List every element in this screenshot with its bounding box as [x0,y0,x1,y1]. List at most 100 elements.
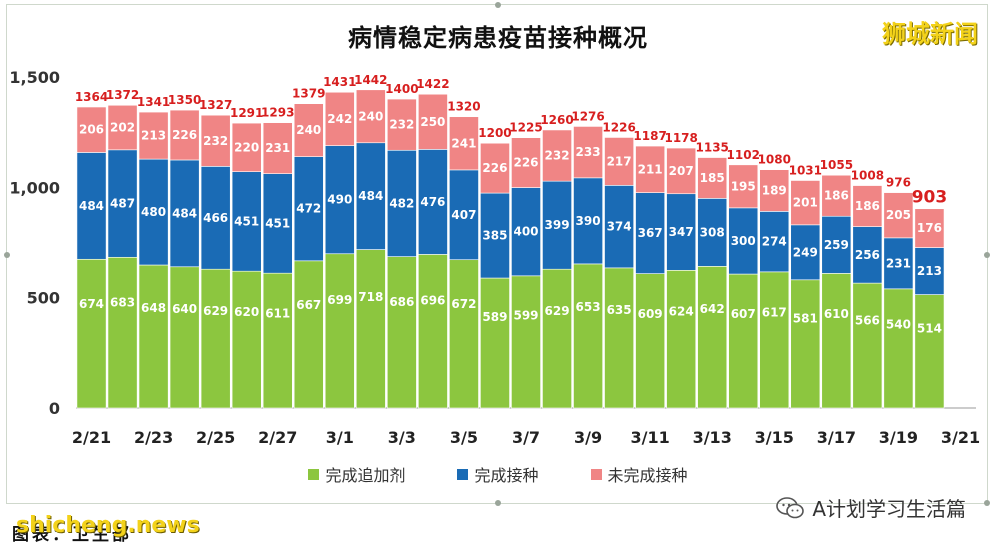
x-tick-label: 3/19 [879,428,918,447]
bar-segment [138,158,169,266]
total-label: 1422 [416,77,449,91]
data-label: 581 [793,311,818,325]
bar-segment [480,192,510,279]
data-label: 202 [110,121,135,135]
footer-wechat: A计划学习生活篇 [776,493,966,522]
data-label: 629 [203,304,228,318]
bar-segment [821,273,852,409]
resize-handle-left[interactable] [4,252,10,258]
data-label: 487 [110,197,135,211]
bar-segment [883,192,914,239]
data-label: 232 [203,134,228,148]
data-label: 484 [172,206,197,220]
data-label: 451 [265,216,290,230]
data-label: 367 [638,226,663,240]
data-label: 211 [638,162,663,176]
bar-segment [604,267,634,409]
total-label: 1379 [292,87,325,101]
total-label: 1031 [789,163,822,177]
bar-segment [635,273,666,409]
bar-segment [728,207,759,275]
data-label: 308 [700,225,725,239]
data-label: 347 [669,225,694,239]
y-tick-label: 500 [27,289,60,308]
resize-handle-bottom[interactable] [495,500,501,506]
legend-item-unvaccinated: 未完成接种 [590,462,688,486]
bar-segment [355,89,386,144]
x-tick-label: 2/27 [258,428,297,447]
data-label: 226 [172,128,197,142]
data-label: 610 [824,307,849,321]
bar-segment [418,254,448,409]
data-label: 256 [855,248,880,262]
x-tick-label: 3/5 [450,428,478,447]
bar-segment [604,137,634,186]
data-label: 611 [265,307,290,321]
bar-segment [542,268,572,409]
bar-segment [324,253,355,409]
x-tick-label: 3/13 [693,428,732,447]
bar-segment [666,193,697,271]
data-label: 642 [700,302,725,316]
bar-segment [697,198,728,267]
x-tick-label: 3/11 [631,428,670,447]
data-label: 213 [141,129,166,143]
bar-segment [449,116,479,171]
data-label: 195 [731,179,756,193]
bar-segment [449,259,479,409]
bar-segment [324,145,355,255]
data-label: 620 [234,305,259,319]
data-label: 233 [576,145,601,159]
bar-segment [76,152,107,260]
legend-label-vaccinated: 完成接种 [474,466,539,485]
data-label: 232 [389,118,414,132]
total-label: 1260 [540,113,573,127]
data-label: 400 [513,225,538,239]
bar-segment [790,224,821,281]
bar-segment [511,275,541,409]
chart-title: 病情稳定病患疫苗接种概况 [348,24,648,52]
data-label: 476 [420,195,445,209]
data-label: 205 [886,208,911,222]
total-label: 1320 [447,100,480,114]
total-label: 1008 [851,169,884,183]
bar-segment [759,169,790,212]
bar-segment [604,185,634,269]
total-label: 976 [886,176,911,190]
bar-segment [138,264,169,409]
resize-handle-corner[interactable] [984,500,990,506]
x-tick-label: 3/21 [941,428,980,447]
bar-segment [697,157,728,199]
data-label: 599 [513,308,538,322]
legend-swatch-booster [308,468,320,480]
data-label: 718 [358,290,383,304]
bar-segment [386,256,417,409]
data-label: 226 [513,156,538,170]
data-label: 176 [917,221,942,235]
data-label: 617 [762,306,787,320]
x-tick-label: 3/1 [326,428,354,447]
legend-item-vaccinated: 完成接种 [457,462,539,486]
resize-handle-right[interactable] [984,252,990,258]
bar-segment [262,272,293,409]
data-label: 207 [669,164,694,178]
data-label: 484 [79,199,104,213]
bar-segment [200,268,231,409]
bar-segment [76,106,107,153]
bar-segment [107,256,138,409]
data-label: 217 [607,154,632,168]
bar-segment [138,111,169,160]
bar-segment [200,166,231,270]
bar-segment [293,156,324,262]
data-label: 648 [141,301,166,315]
data-label: 667 [296,298,321,312]
wechat-account-name: A计划学习生活篇 [812,497,966,521]
data-label: 232 [545,149,570,163]
resize-handle-top[interactable] [495,2,501,8]
bar-segment [293,103,324,157]
bar-segment [231,171,262,272]
bar-segment [542,129,572,182]
data-label: 472 [296,202,321,216]
bar-segment [759,271,790,409]
